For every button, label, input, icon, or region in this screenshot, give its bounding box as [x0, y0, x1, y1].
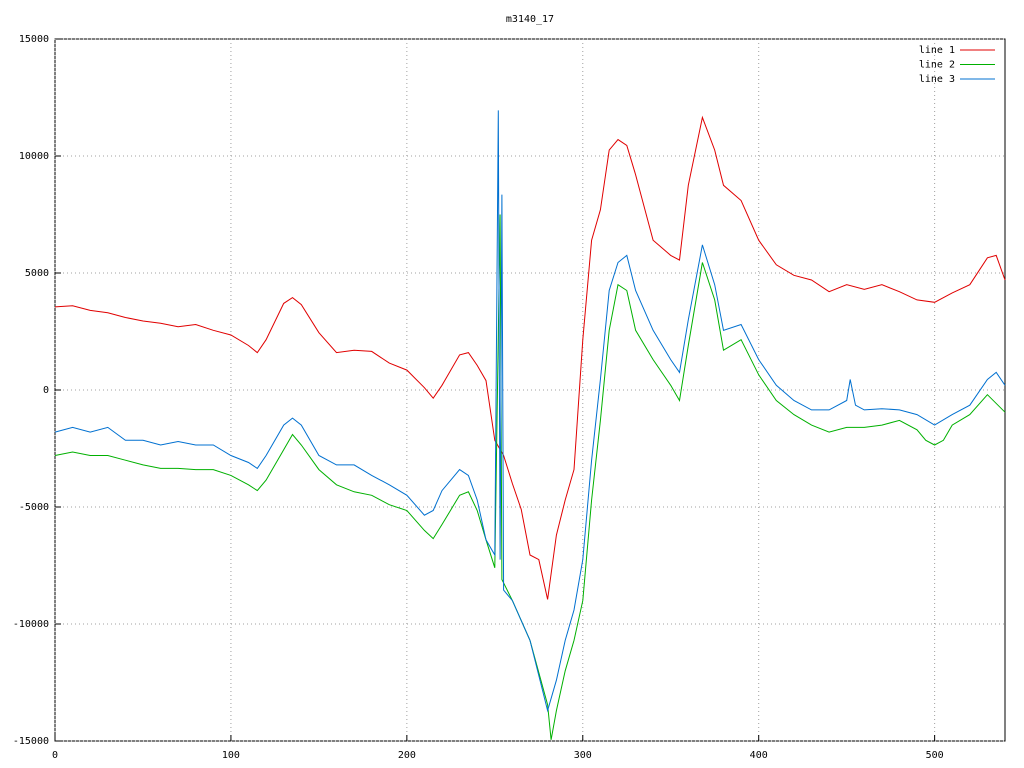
x-tick-label: 100	[222, 750, 240, 761]
y-tick-label: 0	[43, 385, 49, 396]
x-tick-label: 200	[398, 750, 416, 761]
legend-label: line 1	[919, 45, 955, 56]
legend-label: line 2	[919, 60, 955, 71]
x-tick-label: 300	[574, 750, 592, 761]
x-tick-label: 400	[750, 750, 768, 761]
y-tick-label: 15000	[19, 34, 49, 45]
y-tick-label: -5000	[19, 502, 49, 513]
chart-title: m3140_17	[506, 14, 554, 25]
x-tick-label: 500	[926, 750, 944, 761]
y-tick-label: -10000	[13, 619, 49, 630]
data-line	[54, 214, 1006, 740]
plot-frame	[54, 38, 1006, 742]
legend-label: line 3	[919, 74, 955, 85]
y-tick-label: 10000	[19, 151, 49, 162]
x-tick-label: 0	[52, 750, 58, 761]
data-line	[54, 110, 1006, 713]
y-tick-label: -15000	[13, 736, 49, 747]
data-line	[54, 115, 1006, 600]
y-tick-label: 5000	[25, 268, 49, 279]
